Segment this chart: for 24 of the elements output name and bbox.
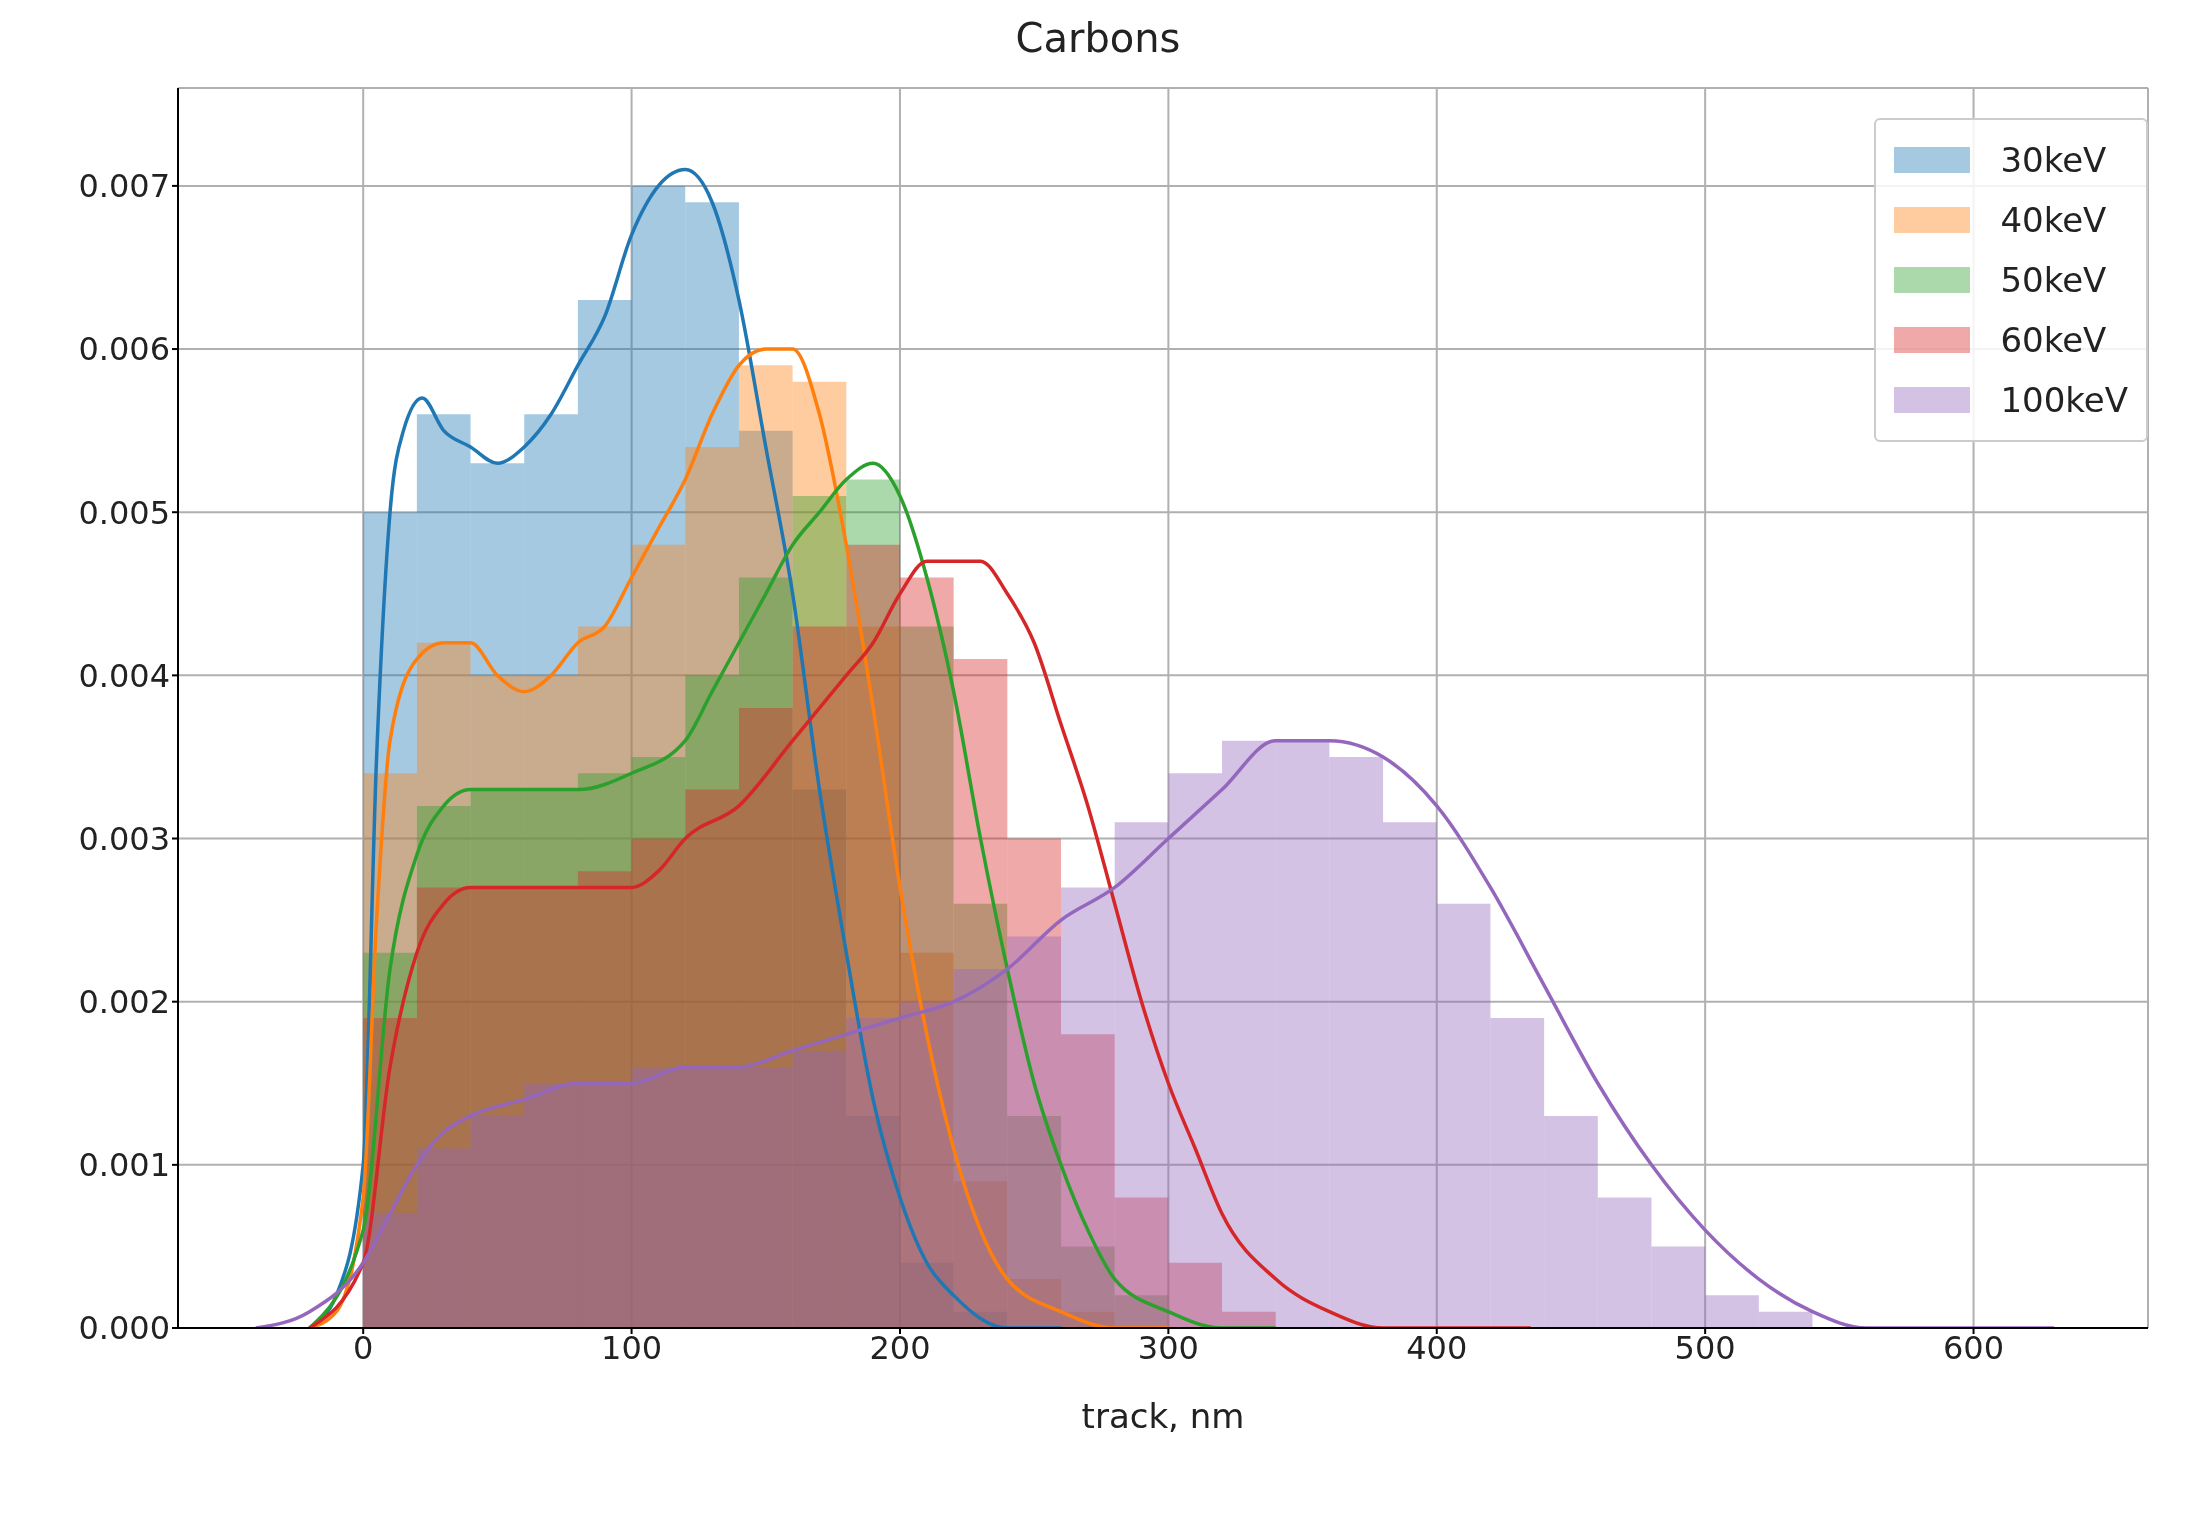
y-tick-label: 0.007 <box>78 167 170 206</box>
y-tick-label: 0.002 <box>78 983 170 1022</box>
y-tick-label: 0.006 <box>78 330 170 369</box>
legend-label: 50keV <box>2000 260 2107 300</box>
x-tick-label: 200 <box>869 1328 931 1367</box>
legend-label: 60keV <box>2000 320 2107 360</box>
x-tick-label: 300 <box>1137 1328 1199 1367</box>
line-series <box>307 559 1533 1328</box>
chart-title: Carbons <box>1014 14 1182 63</box>
x-axis-title: track, nm <box>1081 1396 1245 1436</box>
x-tick-label: 100 <box>601 1328 663 1367</box>
y-tick-label: 0.004 <box>78 656 170 695</box>
line-series <box>254 738 2056 1328</box>
y-tick-label: 0.005 <box>78 493 170 532</box>
x-tick-label: 500 <box>1674 1328 1736 1367</box>
y-tick-label: 0.000 <box>78 1309 170 1348</box>
legend-label: 30keV <box>2000 140 2107 180</box>
x-tick-label: 0 <box>353 1328 374 1367</box>
x-tick-label: 600 <box>1943 1328 2005 1367</box>
legend-label: 40keV <box>2000 200 2107 240</box>
x-tick-label: 400 <box>1406 1328 1468 1367</box>
y-tick-label: 0.003 <box>78 819 170 858</box>
legend-label: 100keV <box>2000 380 2128 420</box>
y-tick-label: 0.001 <box>78 1146 170 1185</box>
